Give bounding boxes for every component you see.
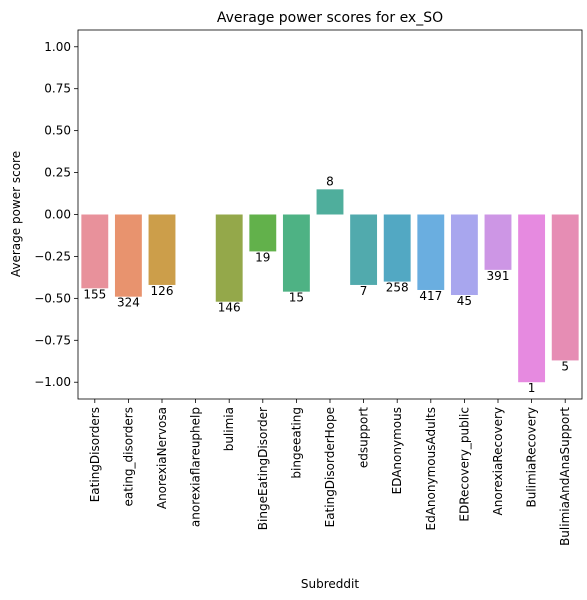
y-tick-label: −0.75 (34, 333, 71, 347)
bar-EDRecovery_public (450, 214, 478, 296)
x-tick-label: bingeeating (289, 407, 303, 479)
y-tick-label: −1.00 (34, 375, 71, 389)
bar-AnorexiaRecovery (484, 214, 512, 270)
y-tick-label: 0.25 (44, 166, 71, 180)
count-label: 5 (561, 359, 569, 373)
count-label: 417 (419, 289, 442, 303)
x-tick-label: bulimia (222, 407, 236, 451)
y-tick-label: 0.50 (44, 124, 71, 138)
x-tick-label: BulimiaAndAnaSupport (558, 407, 572, 546)
x-tick-label: edsupport (357, 407, 371, 468)
x-axis: EatingDisorders eating_disorders AnorexiaN… (88, 399, 572, 546)
y-tick-label: 0.00 (44, 208, 71, 222)
x-tick-label: BingeEatingDisorder (256, 407, 270, 530)
bar-EatingDisorderHope (316, 189, 344, 215)
count-label: 8 (326, 174, 334, 188)
y-tick-label: −0.25 (34, 249, 71, 263)
bar-EdAnonymousAdults (417, 214, 445, 290)
y-tick-label: −0.50 (34, 291, 71, 305)
count-label: 155 (83, 287, 106, 301)
count-label: 7 (360, 284, 368, 298)
bars (81, 189, 579, 383)
x-tick-label: EatingDisorderHope (323, 407, 337, 527)
count-label: 15 (289, 291, 304, 305)
x-tick-label: EatingDisorders (88, 407, 102, 502)
x-tick-label: AnorexiaNervosa (155, 407, 169, 509)
count-label: 45 (457, 294, 472, 308)
x-axis-label: Subreddit (301, 577, 359, 591)
count-label: 258 (386, 281, 409, 295)
x-tick-label: anorexiaflareuphelp (189, 407, 203, 527)
bar-eating_disorders (114, 214, 142, 297)
y-tick-label: 1.00 (44, 40, 71, 54)
bar-EatingDisorders (81, 214, 109, 289)
count-label: 324 (117, 296, 140, 310)
y-axis: −1.00 −0.75 −0.50 −0.25 0.00 0.25 0.50 0.75 1.00 (34, 40, 78, 389)
bar-bulimia (215, 214, 243, 302)
bar-BingeEatingDisorder (249, 214, 277, 252)
y-tick-label: 0.75 (44, 82, 71, 96)
count-label: 391 (487, 269, 510, 283)
x-tick-label: eating_disorders (121, 407, 135, 506)
x-tick-label: EDAnonymous (390, 407, 404, 494)
count-label: 126 (151, 284, 174, 298)
bar-BulimiaRecovery (518, 214, 546, 383)
count-label: 1 (528, 381, 536, 395)
count-label: 146 (218, 301, 241, 315)
count-label: 19 (255, 250, 270, 264)
x-tick-label: EDRecovery_public (457, 407, 471, 522)
plot-frame (77, 29, 583, 400)
x-tick-label: BulimiaRecovery (525, 407, 539, 508)
bar-edsupport (350, 214, 378, 285)
x-tick-label: EdAnonymousAdults (424, 407, 438, 530)
bar-AnorexiaNervosa (148, 214, 176, 285)
x-tick-label: AnorexiaRecovery (491, 407, 505, 515)
y-axis-label: Average power score (9, 151, 23, 277)
bar-bingeeating (282, 214, 310, 292)
bar-EDAnonymous (383, 214, 411, 282)
bar-BulimiaAndAnaSupport (551, 214, 579, 361)
chart-title: Average power scores for ex_SO (217, 10, 443, 26)
